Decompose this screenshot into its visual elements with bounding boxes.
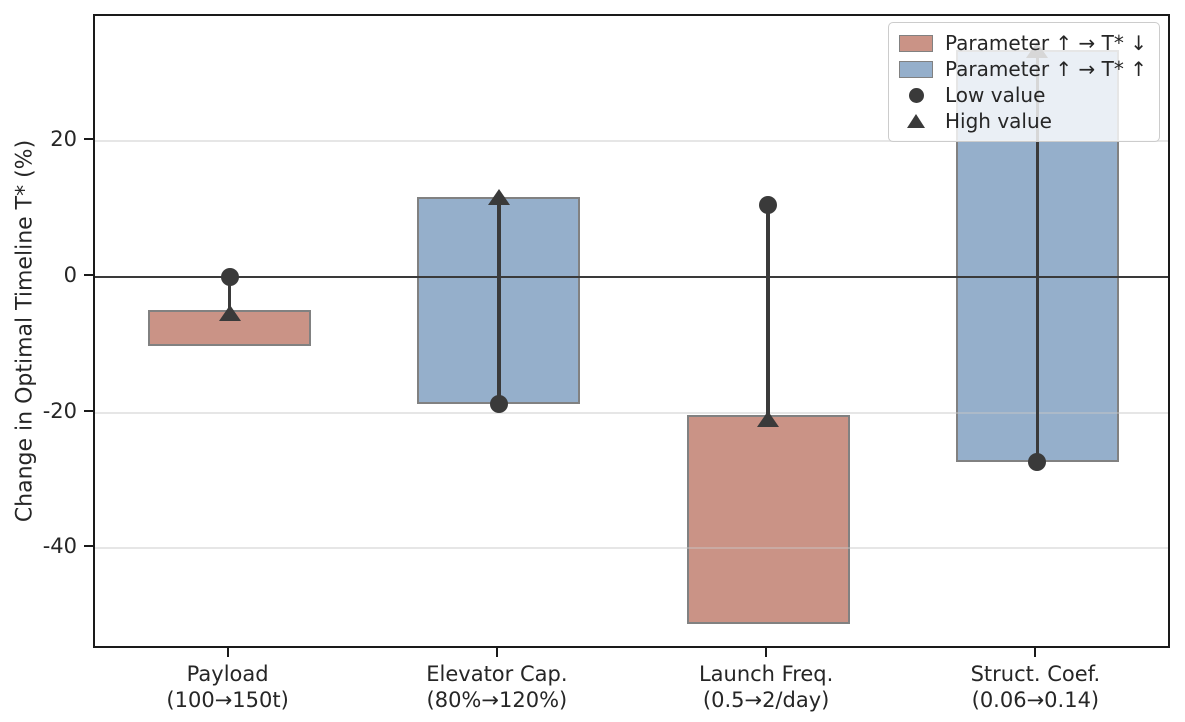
x-category-range-payload: (100→150t) [166, 688, 289, 712]
low-value-marker-elevator-cap [489, 394, 508, 413]
x-category-range-elevator-cap: (80%→120%) [426, 688, 568, 712]
range-line-struct-coef [1035, 49, 1040, 463]
y-tick-mark--20 [84, 409, 93, 412]
range-line-launch-freq [766, 205, 770, 419]
x-category-name-struct-coef: Struct. Coef. [970, 662, 1101, 686]
legend-swatch-wrap [899, 87, 933, 103]
y-gridline--40 [95, 547, 1168, 550]
range-line-payload [227, 277, 232, 313]
x-category-range-struct-coef: (0.06→0.14) [971, 688, 1100, 712]
legend-label-low-value: Low value [945, 83, 1046, 107]
low-value-marker-struct-coef [1028, 453, 1047, 472]
x-category-label-elevator-cap: Elevator Cap. (80%→120%) [347, 661, 647, 713]
x-category-name-payload: Payload [186, 662, 269, 686]
y-tick-mark-20 [84, 138, 93, 141]
x-category-label-launch-freq: Launch Freq. (0.5→2/day) [616, 661, 916, 713]
y-gridline--20 [95, 411, 1168, 414]
legend: Parameter ↑ → T* ↓ Parameter ↑ → T* ↑ Low … [888, 22, 1160, 142]
x-tick-mark-struct-coef [1034, 648, 1037, 657]
x-category-name-launch-freq: Launch Freq. [698, 662, 834, 686]
legend-swatch-wrap [899, 114, 933, 128]
legend-row-low-value: Low value [899, 82, 1147, 108]
y-tick-label--40: -40 [42, 534, 77, 559]
x-tick-mark-elevator-cap [495, 648, 498, 657]
y-gridline-20 [95, 140, 1168, 143]
legend-label-high-value: High value [945, 109, 1052, 133]
plot-area: Parameter ↑ → T* ↓ Parameter ↑ → T* ↑ Low … [93, 14, 1170, 648]
legend-row-parameter-t: Parameter ↑ → T* ↓ [899, 30, 1147, 56]
legend-triangle-icon [907, 114, 926, 128]
y-tick-mark-0 [84, 274, 93, 277]
y-tick-label-20: 20 [50, 127, 77, 152]
y-tick-label-0: 0 [63, 263, 77, 288]
high-value-marker-launch-freq [757, 410, 780, 427]
legend-label-parameter-t: Parameter ↑ → T* ↓ [945, 31, 1147, 55]
low-value-marker-payload [220, 268, 239, 287]
x-category-label-payload: Payload (100→150t) [78, 661, 378, 713]
legend-circle-icon [908, 87, 924, 103]
x-tick-mark-launch-freq [765, 648, 768, 657]
x-category-label-struct-coef: Struct. Coef. (0.06→0.14) [885, 661, 1185, 713]
legend-swatch-patch-decrease [899, 34, 934, 52]
legend-label-parameter-t: Parameter ↑ → T* ↑ [945, 57, 1147, 81]
y-axis-label: Change in Optimal Timeline T* (%) [12, 139, 38, 523]
zero-line [95, 275, 1168, 279]
legend-row-parameter-t: Parameter ↑ → T* ↑ [899, 56, 1147, 82]
bar-launch-freq [686, 414, 850, 625]
x-category-range-launch-freq: (0.5→2/day) [702, 688, 830, 712]
low-value-marker-launch-freq [759, 196, 778, 215]
x-category-name-elevator-cap: Elevator Cap. [426, 662, 568, 686]
range-line-elevator-cap [497, 197, 501, 404]
legend-swatch-patch-increase [899, 60, 934, 78]
x-tick-mark-payload [226, 648, 229, 657]
y-tick-label--20: -20 [42, 398, 77, 423]
legend-row-high-value: High value [899, 108, 1147, 134]
y-tick-mark--40 [84, 545, 93, 548]
high-value-marker-payload [218, 304, 241, 321]
high-value-marker-elevator-cap [487, 189, 510, 206]
